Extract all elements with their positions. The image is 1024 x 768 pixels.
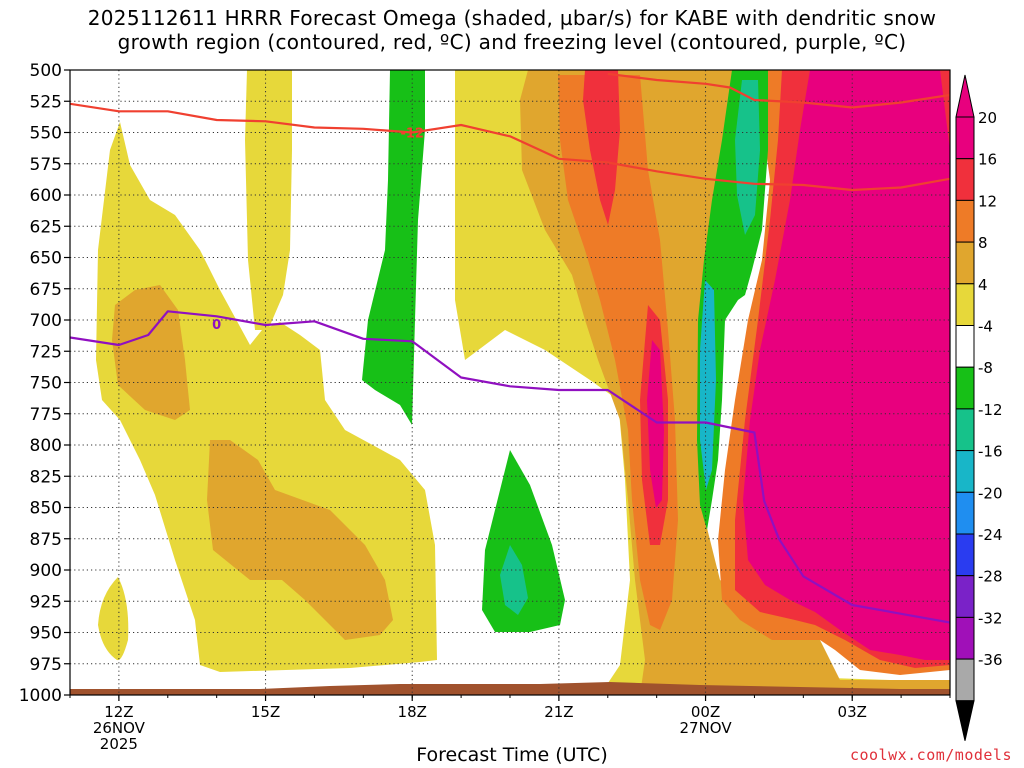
y-tick-label: 900 xyxy=(30,561,62,581)
colorbar-swatch xyxy=(955,158,975,201)
colorbar-label: -20 xyxy=(978,484,1003,502)
y-tick-label: 950 xyxy=(30,624,62,644)
y-axis: 500 525 550 575 600 625 650 675 700 725 750 775 800 8… xyxy=(19,61,70,706)
colorbar-bottom-arrow xyxy=(955,700,975,741)
y-tick-label: 700 xyxy=(30,311,62,331)
omega-shade-magenta-right xyxy=(743,70,950,660)
y-tick-label: 875 xyxy=(30,530,62,550)
colorbar-swatch xyxy=(955,450,975,493)
x-tick-sublabel: 2025 xyxy=(100,735,138,753)
contour-lines: -12 0 xyxy=(70,72,950,624)
colorbar-label: -24 xyxy=(978,526,1003,544)
plot-area xyxy=(70,70,950,695)
colorbar-swatch xyxy=(955,199,975,243)
contour-label-freezing: 0 xyxy=(212,318,221,333)
x-tick-label: 12Z xyxy=(104,703,133,721)
y-tick-label: 850 xyxy=(30,499,62,519)
y-tick-label: 600 xyxy=(30,186,62,206)
credit-link[interactable]: coolwx.com/models xyxy=(849,746,1012,764)
x-tick-label: 00Z xyxy=(691,703,720,721)
contour-label-dgz: -12 xyxy=(400,127,424,142)
y-tick-label: 500 xyxy=(30,61,62,81)
omega-shade-tan-left xyxy=(112,285,190,420)
x-tick-label: 03Z xyxy=(838,703,867,721)
colorbar-label: -28 xyxy=(978,568,1003,586)
contour-freezing-level xyxy=(70,310,950,624)
colorbar-label: -36 xyxy=(978,651,1003,669)
chart-title: 2025112611 HRRR Forecast Omega (shaded, … xyxy=(0,6,1024,54)
colorbar-swatch xyxy=(955,241,975,285)
terrain-strip xyxy=(70,682,950,695)
colorbar-label: 8 xyxy=(978,234,988,252)
y-tick-label: 925 xyxy=(30,592,62,612)
y-tick-label: 750 xyxy=(30,374,62,394)
colorbar-label: -16 xyxy=(978,443,1003,461)
chart-title-line-2: growth region (contoured, red, ºC) and f… xyxy=(117,30,907,54)
colorbar-swatch xyxy=(955,533,975,577)
x-axis-title: Forecast Time (UTC) xyxy=(416,744,608,766)
colorbar-swatch xyxy=(955,616,975,660)
colorbar-swatch xyxy=(955,366,975,410)
omega-shade-cyan-right xyxy=(700,280,716,490)
y-tick-label: 800 xyxy=(30,436,62,456)
y-tick-label: 775 xyxy=(30,405,62,425)
contour-dendritic-snow-growth-region xyxy=(70,102,950,192)
contour-dendritic-snow-growth-upper xyxy=(607,72,950,109)
x-tick-label: 15Z xyxy=(251,703,280,721)
x-tick-label: 18Z xyxy=(398,703,427,721)
colorbar-label: -4 xyxy=(978,318,993,336)
plot-grid xyxy=(70,70,950,695)
omega-shade-tan-lower xyxy=(207,440,393,640)
omega-shade-magenta-mid xyxy=(647,340,664,508)
colorbar-swatch xyxy=(955,116,975,160)
y-tick-label: 825 xyxy=(30,467,62,487)
colorbar-label: 12 xyxy=(978,192,997,210)
x-tick-label: 21Z xyxy=(544,703,573,721)
chart-title-line-1: 2025112611 HRRR Forecast Omega (shaded, … xyxy=(87,6,937,30)
colorbar-label: -12 xyxy=(978,401,1003,419)
colorbar-label: 16 xyxy=(978,151,997,169)
y-tick-label: 725 xyxy=(30,342,62,362)
colorbar-label: 4 xyxy=(978,276,988,294)
colorbar-label: -32 xyxy=(978,609,1003,627)
colorbar-swatch xyxy=(955,325,975,368)
omega-shade-yellow-top-left xyxy=(245,70,292,330)
y-tick-label: 675 xyxy=(30,280,62,300)
colorbar-swatch xyxy=(955,408,975,452)
colorbar-swatch xyxy=(955,575,975,618)
colorbar-swatch xyxy=(955,491,975,535)
omega-shade-yellow-spot xyxy=(98,577,129,661)
colorbar-label: 20 xyxy=(978,109,997,127)
y-tick-label: 975 xyxy=(30,655,62,675)
y-tick-label: 525 xyxy=(30,92,62,112)
y-tick-label: 650 xyxy=(30,249,62,269)
colorbar: 20 16 12 8 4 -4 -8 -12 -16 -20 -24 -28 -32 -36 xyxy=(955,74,1003,741)
y-tick-label: 625 xyxy=(30,217,62,237)
omega-shade-green-left xyxy=(362,70,425,425)
x-tick-sublabel: 26NOV xyxy=(93,719,146,737)
omega-shade-red-top xyxy=(583,70,620,225)
y-tick-label: 550 xyxy=(30,124,62,144)
y-tick-label: 575 xyxy=(30,155,62,175)
omega-shade-teal-right xyxy=(735,80,760,235)
omega-shade-teal-lower xyxy=(500,545,528,615)
colorbar-top-arrow xyxy=(955,74,975,118)
colorbar-label: -8 xyxy=(978,359,993,377)
colorbar-swatch xyxy=(955,283,975,326)
colorbar-swatch xyxy=(955,658,975,702)
x-tick-sublabel: 27NOV xyxy=(679,719,732,737)
y-tick-label: 1000 xyxy=(19,686,62,706)
